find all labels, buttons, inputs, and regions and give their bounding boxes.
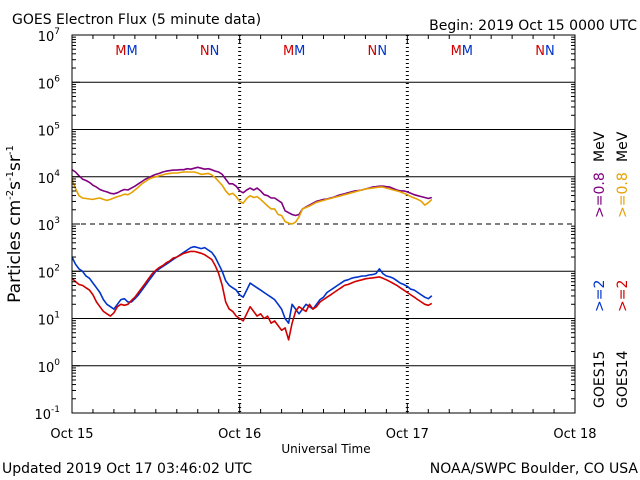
grid [72,35,575,413]
series-group [71,166,433,341]
orbit-marker-m: M [294,44,305,59]
orbit-marker-n: N [200,44,210,59]
orbit-marker-n: N [377,44,387,59]
legend-goes14-label: GOES14 [615,350,631,408]
orbit-marker-n: N [210,44,220,59]
y-tick-label-1e7: 107 [38,27,60,45]
chart-title: GOES Electron Flux (5 minute data) [12,12,261,28]
y-tick-label-1e2: 102 [38,263,60,281]
orbit-marker-n: N [368,44,378,59]
source-credit: NOAA/SWPC Boulder, CO USA [430,461,639,477]
y-tick-label-1e4: 104 [38,169,61,187]
x-axis-label: Universal Time [281,442,370,456]
legend-goes14-2mev: >=2 [615,280,631,312]
legend-goes15-label: GOES15 [592,351,608,408]
updated-timestamp: Updated 2019 Oct 17 03:46:02 UTC [2,461,252,477]
y-tick-label-1e5: 105 [38,122,60,140]
y-tick-label-1e-1: 10-1 [34,405,60,423]
orbit-marker-n: N [545,44,555,59]
legend-goes14: GOES14 >=2 >=0.8 MeV [615,131,631,408]
orbit-marker-m: M [462,44,473,59]
svg-text:GOES14>=2>=0.8MeV: GOES14 >=2 >=0.8 MeV [615,131,631,408]
orbit-marker-m: M [283,44,294,59]
series-line-0 [71,166,433,217]
legend-mev-1: MeV [592,131,608,162]
y-tick-label-1e1: 101 [38,311,60,329]
y-axis-ticks: 107 106 105 104 103 102 101 100 10-1 [34,27,575,423]
legend-goes15-08mev: >=0.8 [592,172,608,218]
x-tick-label: Oct 17 [386,427,429,442]
legend-goes14-08mev: >=0.8 [615,172,631,218]
y-tick-label-1e3: 103 [38,216,60,234]
orbit-marker-m: M [115,44,126,59]
legend-mev-2: MeV [615,131,631,162]
legend-goes15: GOES15 >=2 >=0.8 MeV [592,131,608,408]
x-tick-label: Oct 16 [218,427,261,442]
svg-text:GOES15>=2>=0.8MeV: GOES15 >=2 >=0.8 MeV [592,131,608,408]
x-tick-label: Oct 15 [50,427,93,442]
legend-goes15-2mev: >=2 [592,280,608,312]
orbit-marker-m: M [126,44,137,59]
x-tick-label: Oct 18 [553,427,596,442]
y-axis-label: Particles cm-2s-1sr-1 [5,145,25,303]
orbit-marker-m: M [451,44,462,59]
y-tick-label-1e0: 100 [38,358,61,376]
series-line-2 [71,245,433,325]
x-axis-ticks: Oct 15 Oct 16 Oct 17 Oct 18 [50,35,597,442]
begin-label: Begin: 2019 Oct 15 0000 UTC [429,18,637,34]
y-tick-label-1e6: 106 [38,74,61,92]
series-line-3 [71,250,433,341]
series-line-1 [71,171,433,225]
orbit-marker-n: N [535,44,545,59]
